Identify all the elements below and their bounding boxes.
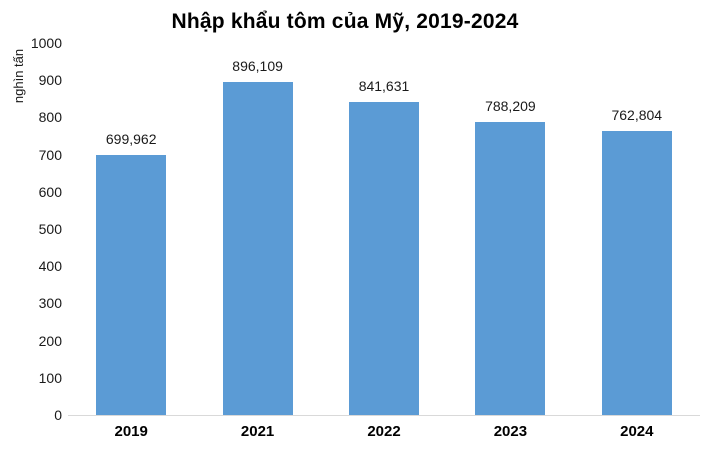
bar-value-label-2023: 788,209 [485, 97, 536, 114]
bar-2019 [96, 154, 167, 415]
y-axis-tick-label: 400 [38, 258, 62, 275]
bar-2024 [601, 131, 672, 415]
y-axis-tick-label: 800 [38, 109, 62, 126]
y-axis-tick-label: 200 [38, 332, 62, 349]
bar-2021 [222, 81, 293, 415]
x-axis-label-2024: 2024 [620, 423, 654, 440]
x-axis-label-2023: 2023 [493, 423, 528, 440]
y-axis-tick-label: 300 [38, 295, 62, 312]
bar-value-label-2021: 896,109 [232, 57, 283, 74]
x-axis-label-2022: 2022 [367, 423, 401, 440]
x-axis-label-2021: 2021 [240, 423, 275, 440]
y-axis-tick-label: 1000 [30, 35, 62, 51]
x-axis-label-2019: 2019 [114, 423, 148, 440]
y-axis-tick-label: 600 [38, 183, 62, 200]
bar-value-label-2019: 699,962 [105, 130, 157, 147]
y-axis-tick-label: 900 [38, 72, 62, 89]
x-axis-baseline [68, 415, 700, 416]
bar-value-label-2024: 762,804 [611, 107, 663, 124]
bar-2022 [349, 101, 419, 415]
y-axis-tick-label: 100 [38, 369, 62, 386]
y-axis-tick-label: 0 [54, 407, 62, 423]
y-axis-tick-label: 700 [38, 146, 62, 163]
bar-2023 [475, 121, 546, 415]
y-axis-tick-label: 500 [38, 221, 62, 237]
bar-value-label-2022: 841,631 [358, 77, 410, 94]
chart-title: Nhập khẩu tôm của Mỹ, 2019-2024 [171, 10, 519, 33]
